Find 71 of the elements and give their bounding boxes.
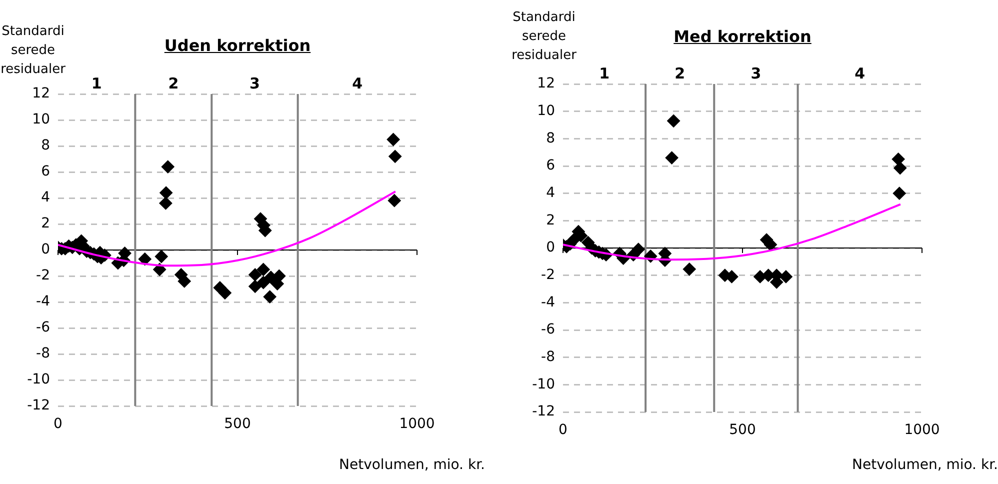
y-tick-label: -10 <box>27 372 50 388</box>
x-tick-label: 1000 <box>399 416 435 432</box>
y-tick-label: -8 <box>541 348 555 365</box>
point <box>386 133 400 146</box>
y-tick-label: -6 <box>541 322 556 338</box>
y-tick-label: 10 <box>537 102 555 119</box>
point <box>256 276 270 289</box>
point <box>272 270 286 282</box>
text: 2 <box>674 64 686 82</box>
y-tick-label: -8 <box>36 346 50 362</box>
point <box>388 194 401 208</box>
y-tick-label: -2 <box>36 268 50 284</box>
y-tick-label: -12 <box>27 398 50 414</box>
text: 4 <box>854 64 866 82</box>
text: 1 <box>599 64 610 82</box>
text: 3 <box>750 64 762 82</box>
point <box>248 280 262 293</box>
point <box>248 268 262 282</box>
x-tick-label: 500 <box>224 416 251 432</box>
y-tick-label: 2 <box>546 212 555 228</box>
point <box>892 152 905 166</box>
y-axis-title: Standardiserede residualer <box>511 9 577 65</box>
x-tick-label: 0 <box>558 422 568 438</box>
text: 3 <box>250 74 260 92</box>
point <box>764 238 777 252</box>
point <box>682 262 696 276</box>
y-axis-title: Standardiserede residualer <box>0 23 66 79</box>
text: 1 <box>91 74 102 92</box>
y-tick-label: 0 <box>41 242 50 258</box>
y-tick-label: 4 <box>546 184 556 201</box>
text: 4 <box>352 74 363 92</box>
y-tick-label: 6 <box>546 158 556 174</box>
point <box>892 186 906 200</box>
point <box>779 270 792 284</box>
chart-title: Uden korrektion <box>164 36 311 55</box>
y-tick-label: 2 <box>41 216 50 232</box>
point <box>388 150 402 163</box>
point <box>154 250 168 263</box>
y-tick-label: 8 <box>41 138 50 154</box>
point <box>632 242 645 256</box>
y-tick-label: 6 <box>41 164 50 180</box>
point <box>665 151 678 164</box>
x-axis-title: Netvolumen, mio. kr. <box>339 457 485 473</box>
y-tick-label: -2 <box>541 266 555 283</box>
point <box>894 162 907 175</box>
point <box>667 114 680 128</box>
text: 2 <box>168 74 179 92</box>
y-tick-label: 8 <box>546 130 555 146</box>
point <box>161 160 174 174</box>
x-tick-label: 0 <box>54 416 62 432</box>
y-tick-label: 10 <box>32 112 50 128</box>
y-tick-label: -10 <box>532 376 555 392</box>
y-tick-label: 4 <box>41 190 50 206</box>
x-tick-label: 1000 <box>904 422 940 438</box>
y-tick-label: 12 <box>32 86 50 102</box>
point <box>263 290 276 304</box>
point <box>160 186 173 200</box>
y-tick-label: -12 <box>532 404 555 420</box>
point <box>178 274 191 288</box>
x-axis-title: Netvolumen, mio. kr. <box>852 457 998 473</box>
point <box>138 252 152 266</box>
y-tick-label: -6 <box>36 320 50 336</box>
x-tick-label: 500 <box>729 422 756 438</box>
y-tick-label: -4 <box>36 294 50 310</box>
y-tick-label: -4 <box>541 294 556 310</box>
chart-title: Med korrektion <box>674 27 812 46</box>
y-tick-label: 12 <box>537 76 555 92</box>
y-tick-label: 0 <box>546 240 555 256</box>
point <box>256 263 270 276</box>
point <box>218 286 232 300</box>
point <box>159 196 172 210</box>
